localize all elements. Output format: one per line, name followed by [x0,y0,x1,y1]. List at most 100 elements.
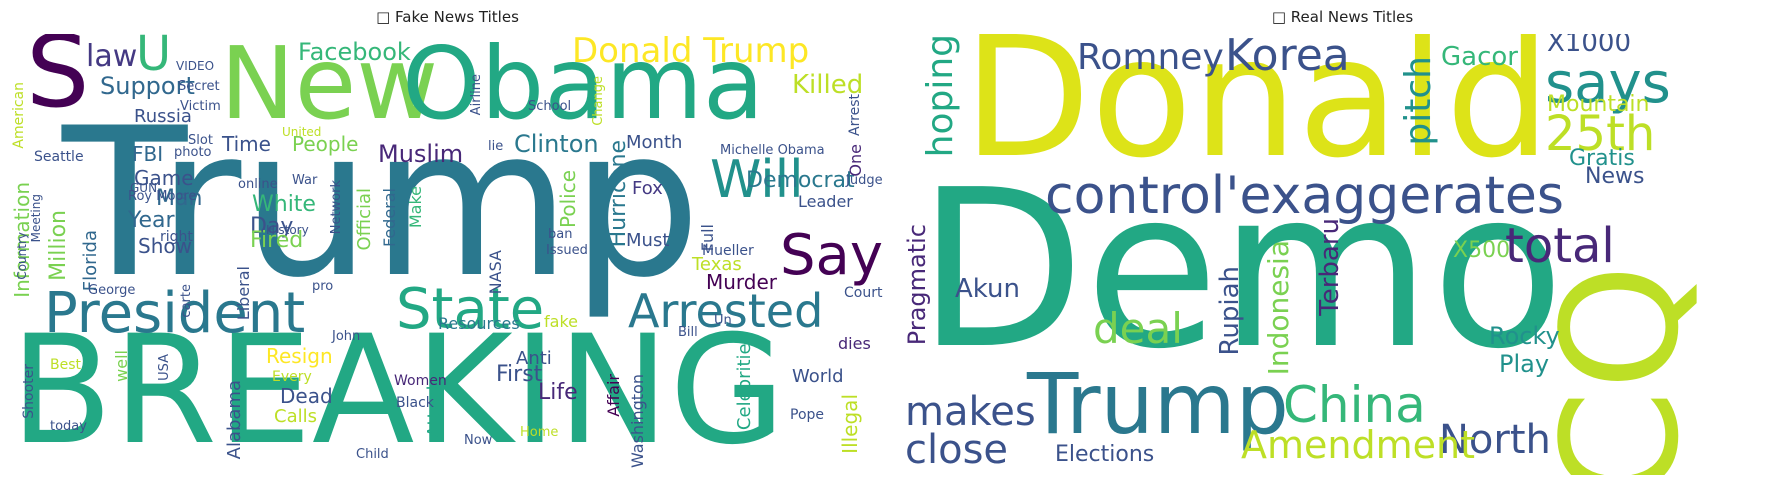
word: School [528,99,572,114]
word: ban [548,227,573,242]
word: Murder [706,270,778,294]
word: Change [591,76,606,126]
word: One [846,144,865,177]
word: right [160,229,193,245]
word: Country [15,232,29,280]
word: Court [844,285,883,301]
word: S [26,34,90,130]
word: Donald [963,34,1551,195]
word: pitch [1398,56,1439,146]
word: Support [100,72,195,100]
word: Show [138,234,192,258]
word: China [1283,376,1426,434]
word: Korea [1225,34,1350,81]
word: Judge [846,173,883,188]
word: Rupiah [1215,266,1245,356]
word: Police [556,170,580,228]
word: Dead [280,384,333,408]
panel-title: □ Fake News Titles [376,8,519,26]
word: Secret [178,79,220,94]
word: Federal [380,188,399,247]
word: Shooter [21,364,37,419]
word: Liberal [234,266,253,321]
word: Will [710,150,804,210]
word: Women [394,373,447,389]
word: President [44,281,306,346]
word: Home [520,425,559,440]
word: Mountain [1547,92,1650,117]
word: Trump [1027,355,1289,453]
word: Michelle Obama [720,143,825,158]
word: United [282,125,322,139]
word: fake [544,312,578,331]
word: Fox [632,178,663,199]
word: Time [222,132,271,156]
word: Trump [62,85,702,323]
word: Play [1499,350,1550,378]
word: Romney [1077,37,1224,78]
word: says [1545,51,1671,116]
fake-news-panel: □ Fake News Titles Trump BREAKING New Ob… [10,8,885,475]
word: War [292,173,318,188]
word: Resign [266,344,333,368]
word: Mueller [702,243,754,259]
word: Demo [917,144,1565,397]
word: Texas [692,254,742,275]
word: Child [356,447,389,462]
word: Russia [134,106,192,127]
word: Celebrities [734,334,755,431]
word: GUN [130,181,158,195]
word: USA [157,354,172,381]
word: People [292,132,359,156]
word: George [88,283,136,298]
word: control'exaggerates [1045,166,1564,226]
word: Washington [628,374,647,469]
word-cloud: Trump BREAKING New Obama S U President S… [10,34,885,475]
word: State [396,277,545,342]
word: Pope [790,407,825,423]
word: Day [250,214,294,239]
word: Slot [188,133,213,148]
word: Network [329,180,344,235]
word: hoping [920,34,961,158]
panel-title: □ Real News Titles [1271,8,1414,26]
word: Million [46,210,71,281]
word: pro [312,279,334,294]
word: U [136,34,172,82]
word: White [252,192,316,217]
word: Arrested [628,284,824,338]
word: FBI [132,142,164,166]
word: Now [464,433,493,448]
word: Gratis [1569,146,1635,171]
word: North [1439,417,1551,463]
word: today [50,419,87,434]
word: Alabama [224,380,245,460]
word: well [112,350,131,382]
word: Every [272,369,312,385]
word: X1000 [1547,34,1631,58]
word: Anti [516,348,552,369]
word: Make [406,186,425,229]
word: World [792,366,844,387]
word: Akun [955,274,1020,304]
word: photo [174,145,212,160]
word: News [1585,164,1645,189]
word: Issued [546,243,588,258]
word: dies [838,334,871,353]
word: Un [714,313,732,328]
word: Affair [604,374,623,417]
word: Obama [402,34,765,142]
word-cloud: Donald Demo CQ Trump control'exaggerates… [905,34,1780,475]
word: Facebook [298,38,411,66]
word: New [220,34,439,142]
word: Bill [678,325,698,340]
word: Life [538,380,578,405]
word: Pragmatic [905,224,931,346]
word: Fired [250,228,304,253]
word: Month [626,132,683,153]
word: VIDEO [176,59,215,73]
word: close [905,427,1009,473]
word: makes [905,389,1036,435]
word: Leader [798,192,853,211]
word: X500 [1453,238,1511,263]
